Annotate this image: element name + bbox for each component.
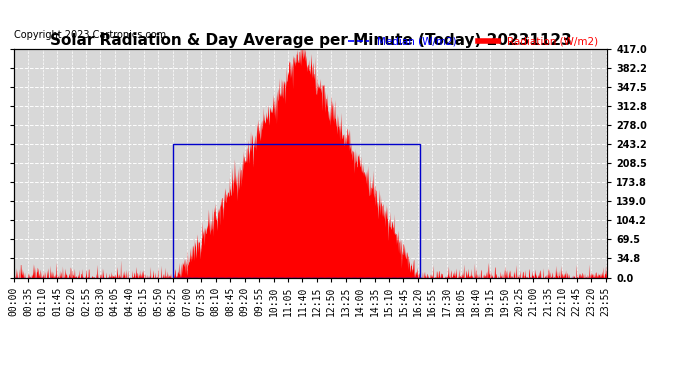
Title: Solar Radiation & Day Average per Minute (Today) 20231123: Solar Radiation & Day Average per Minute…	[50, 33, 571, 48]
Legend: Median (W/m2), Radiation (W/m2): Median (W/m2), Radiation (W/m2)	[344, 32, 602, 51]
Bar	[172, 144, 420, 278]
Text: Copyright 2023 Cartronics.com: Copyright 2023 Cartronics.com	[14, 30, 166, 40]
